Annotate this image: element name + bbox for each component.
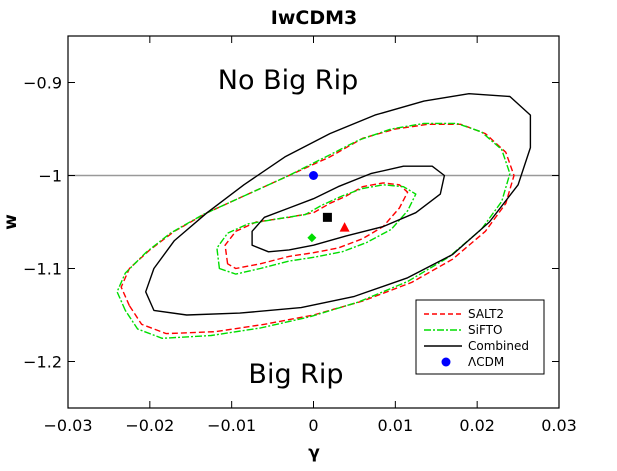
marker-salt2-best-fit-1	[339, 222, 350, 232]
x-tick-label: −0.01	[207, 416, 256, 435]
y-tick-label: −1.2	[23, 353, 62, 372]
contour-combined-1	[251, 165, 446, 253]
marker-cdm-0	[309, 171, 318, 180]
x-tick-label: 0	[308, 416, 318, 435]
y-tick-label: −1	[38, 167, 62, 186]
y-tick-label: −0.9	[23, 74, 62, 93]
contour-salt2-1	[224, 182, 409, 270]
chart-title: IwCDM3	[271, 7, 357, 29]
marker-combined-best-fit-3	[322, 212, 332, 222]
x-tick-label: 0.02	[459, 416, 495, 435]
x-tick-label: −0.03	[43, 416, 92, 435]
legend-label-sifto: SiFTO	[468, 323, 502, 337]
legend-swatch-lcdm	[441, 357, 451, 367]
legend-label-lcdm: ΛCDM	[468, 355, 504, 369]
x-axis-label: γ	[308, 443, 320, 463]
legend-label-combined: Combined	[468, 339, 529, 353]
marker-sifto-best-fit-2	[307, 233, 317, 243]
legend-label-salt2: SALT2	[468, 307, 504, 321]
y-axis-label: w	[1, 214, 21, 230]
y-tick-label: −1.1	[23, 260, 62, 279]
legend-box	[415, 299, 545, 375]
contour-sifto-2	[116, 122, 511, 339]
legend: SALT2 SiFTO Combined ΛCDM	[415, 299, 545, 375]
contour-sifto-1	[216, 184, 417, 275]
x-tick-label: 0.03	[541, 416, 577, 435]
x-tick-label: −0.02	[125, 416, 174, 435]
x-tick-label: 0.01	[378, 416, 414, 435]
plot-area	[68, 93, 559, 339]
annotation-no-big-rip: No Big Rip	[218, 65, 358, 96]
annotation-big-rip: Big Rip	[248, 359, 343, 390]
contour-combined-2	[145, 93, 532, 316]
